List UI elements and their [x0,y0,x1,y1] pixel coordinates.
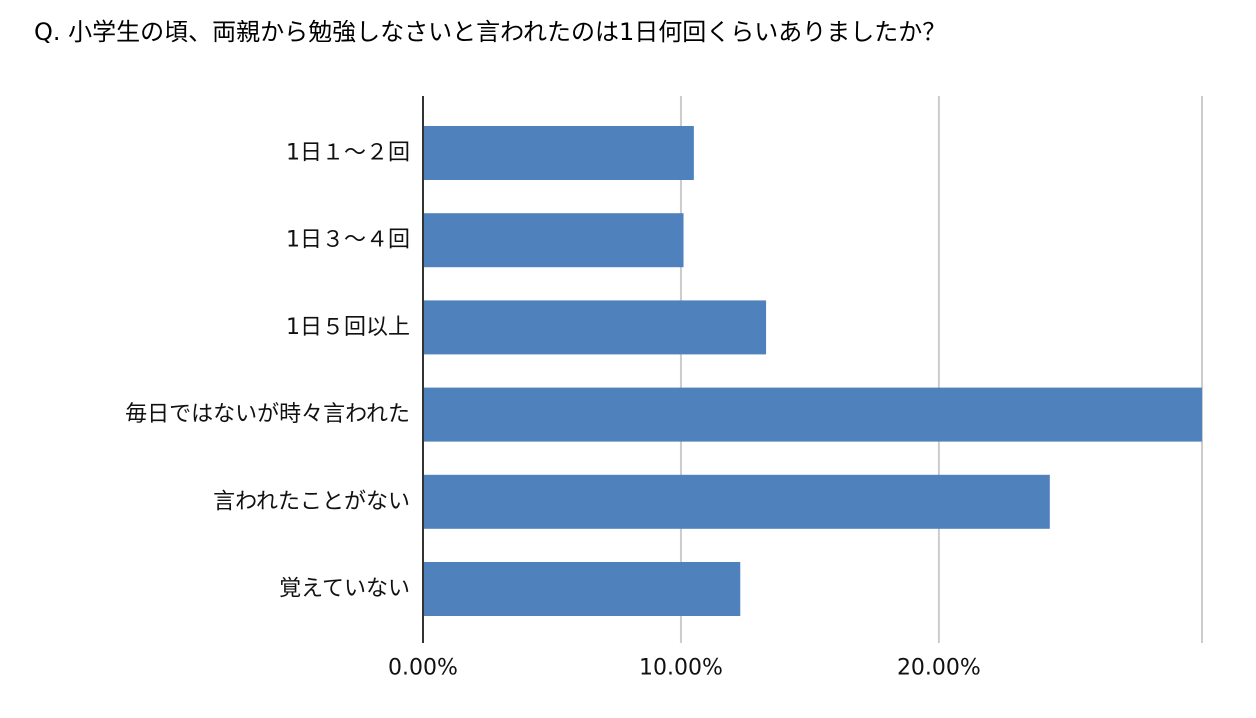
bar-3 [423,387,1202,442]
bar-1 [423,213,684,268]
x-tick-label-2: 20.00% [897,656,981,681]
x-tick-label-0: 0.00% [388,656,458,681]
category-label-2: 1日５回以上 [286,315,410,340]
chart-title: Q. 小学生の頃、両親から勉強しなさいと言われたのは1日何回くらいありましたか？ [34,18,947,46]
bar-4 [423,474,1050,529]
category-labels: 1日１～２回 1日３～４回 1日５回以上毎日ではないが時々言われた言われたことがない… [125,141,410,602]
bar-0 [423,126,694,180]
category-label-0: 1日１～２回 [286,141,410,166]
bar-2 [423,300,767,355]
bars [423,126,1202,616]
gridlines [679,96,1203,643]
category-label-5: 覚えていない [279,577,410,602]
category-label-3: 毎日ではないが時々言われた [125,402,410,427]
x-tick-labels: 0.00% 10.00% 20.00% [388,656,981,681]
x-tick-label-1: 10.00% [639,656,723,681]
category-label-1: 1日３～４回 [286,228,410,253]
category-label-4: 言われたことがない [213,489,410,514]
bar-5 [423,562,741,616]
